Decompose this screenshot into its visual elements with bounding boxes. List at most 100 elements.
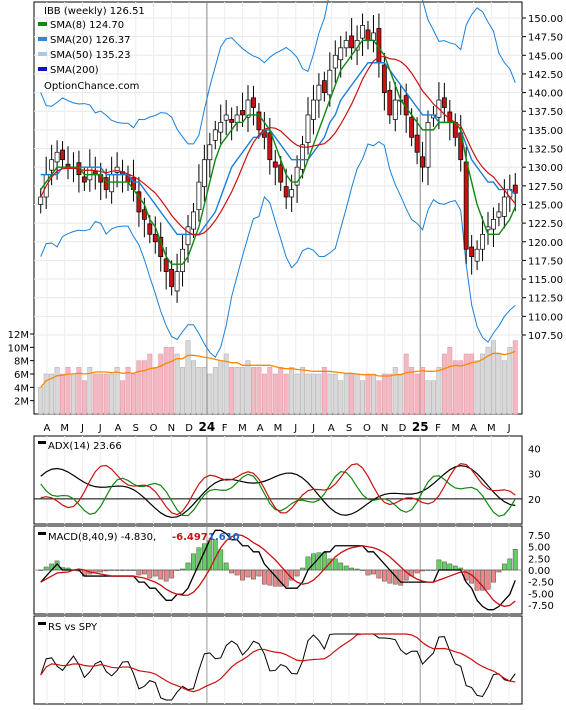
volume-bar xyxy=(43,373,49,415)
macd-histogram-bar xyxy=(507,558,513,571)
macd-histogram-bar xyxy=(371,569,376,575)
month-label: S xyxy=(346,423,352,434)
price-tick-label: 132.50 xyxy=(528,145,563,156)
volume-bar xyxy=(491,340,496,415)
volume-bar xyxy=(245,360,251,415)
candle-body xyxy=(87,166,93,181)
month-label: J xyxy=(80,423,84,434)
candle-body xyxy=(371,32,376,41)
candle-body xyxy=(283,186,289,198)
macd-histogram-bar xyxy=(169,569,175,579)
candle-body xyxy=(174,271,180,292)
volume-bar xyxy=(60,373,65,415)
volume-bar xyxy=(180,367,185,415)
candle-body xyxy=(289,189,295,198)
macd-histogram-bar xyxy=(185,562,191,571)
candle-body xyxy=(141,209,147,220)
volume-bar xyxy=(283,373,289,415)
candle-body xyxy=(103,177,109,190)
candle-body xyxy=(343,40,349,49)
candle-body xyxy=(185,226,191,246)
adx-label: ADX(14) 23.66 xyxy=(48,441,122,452)
rs-line xyxy=(40,633,516,701)
volume-bar xyxy=(327,373,333,415)
candle-body xyxy=(212,129,218,141)
volume-bar xyxy=(469,353,475,415)
macd-hist-value: 1.610 xyxy=(208,532,240,543)
candle-body xyxy=(201,159,207,187)
macd-histogram-bar xyxy=(376,569,382,579)
candle-body xyxy=(109,174,115,193)
candle-body xyxy=(469,246,475,258)
legend-title: IBB (weekly) 126.51 xyxy=(44,6,145,17)
macd-tick-label: -5.00 xyxy=(528,589,554,600)
volume-bar xyxy=(485,347,491,415)
macd-histogram-bar xyxy=(251,569,256,580)
candle-body xyxy=(332,54,338,69)
candle-body xyxy=(463,161,469,250)
candle-body xyxy=(191,211,196,230)
macd-histogram-bar xyxy=(136,569,142,576)
candle-body xyxy=(267,132,273,161)
volume-bar xyxy=(289,367,295,415)
volume-bar xyxy=(409,367,415,415)
volume-bar xyxy=(152,367,158,415)
macd-histogram-bar xyxy=(365,569,371,576)
macd-histogram-bar xyxy=(501,563,507,571)
macd-histogram-bar xyxy=(463,569,469,581)
macd-histogram-bar xyxy=(109,569,115,571)
macd-tick-label: -7.50 xyxy=(528,601,554,612)
month-label: M xyxy=(238,423,247,434)
volume-bar xyxy=(158,353,164,415)
macd-histogram-bar xyxy=(300,567,305,571)
volume-bar xyxy=(201,367,207,415)
volume-bar xyxy=(354,373,360,415)
month-label: M xyxy=(451,423,460,434)
candle-body xyxy=(491,219,496,230)
volume-bar xyxy=(414,373,420,415)
macd-histogram-bar xyxy=(163,569,169,582)
candle-body xyxy=(496,211,502,218)
month-label: 24 xyxy=(199,420,216,434)
volume-bar xyxy=(316,373,322,415)
month-label: D xyxy=(399,423,407,434)
volume-tick-label: 8M xyxy=(14,357,29,368)
legend: IBB (weekly) 126.51 SMA(8) 124.70 SMA(20… xyxy=(38,6,145,92)
legend-swatch-sma50 xyxy=(38,52,47,56)
candle-body xyxy=(441,97,447,108)
macd-histogram-bar xyxy=(261,569,267,585)
volume-bar xyxy=(501,360,507,415)
volume-tick-label: 10M xyxy=(8,343,29,354)
volume-bar xyxy=(431,380,436,415)
volume-bar xyxy=(420,367,425,415)
macd-histogram-bar xyxy=(491,569,496,583)
month-label: N xyxy=(168,423,175,434)
macd-histogram-bar xyxy=(316,552,322,571)
macd-histogram-bar xyxy=(245,569,251,578)
legend-sma20: SMA(20) 126.37 xyxy=(50,35,131,46)
adx-tick-label: 30 xyxy=(528,470,541,481)
month-label: S xyxy=(133,423,139,434)
price-tick-label: 115.00 xyxy=(528,275,563,286)
macd-histogram-bar xyxy=(152,569,158,577)
volume-bar xyxy=(87,367,93,415)
macd-histogram-bar xyxy=(485,569,491,590)
macd-histogram-bar xyxy=(338,562,344,571)
volume-bar xyxy=(136,360,142,415)
price-tick-label: 107.50 xyxy=(528,331,563,342)
price-tick-label: 142.50 xyxy=(528,70,563,81)
candle-body xyxy=(180,248,185,272)
volume-bar xyxy=(272,373,278,415)
adx-tick-label: 20 xyxy=(528,495,541,506)
macd-histogram-bar xyxy=(147,569,153,579)
candle-body xyxy=(338,47,344,61)
legend-swatch-sma8 xyxy=(38,22,47,26)
candle-body xyxy=(381,64,387,93)
volume-bar xyxy=(447,347,453,415)
candle-body xyxy=(392,99,398,120)
month-label: J xyxy=(293,423,297,434)
macd-histogram-bar xyxy=(349,567,355,571)
price-tick-label: 140.00 xyxy=(528,89,563,100)
legend-sma8: SMA(8) 124.70 xyxy=(50,20,124,31)
